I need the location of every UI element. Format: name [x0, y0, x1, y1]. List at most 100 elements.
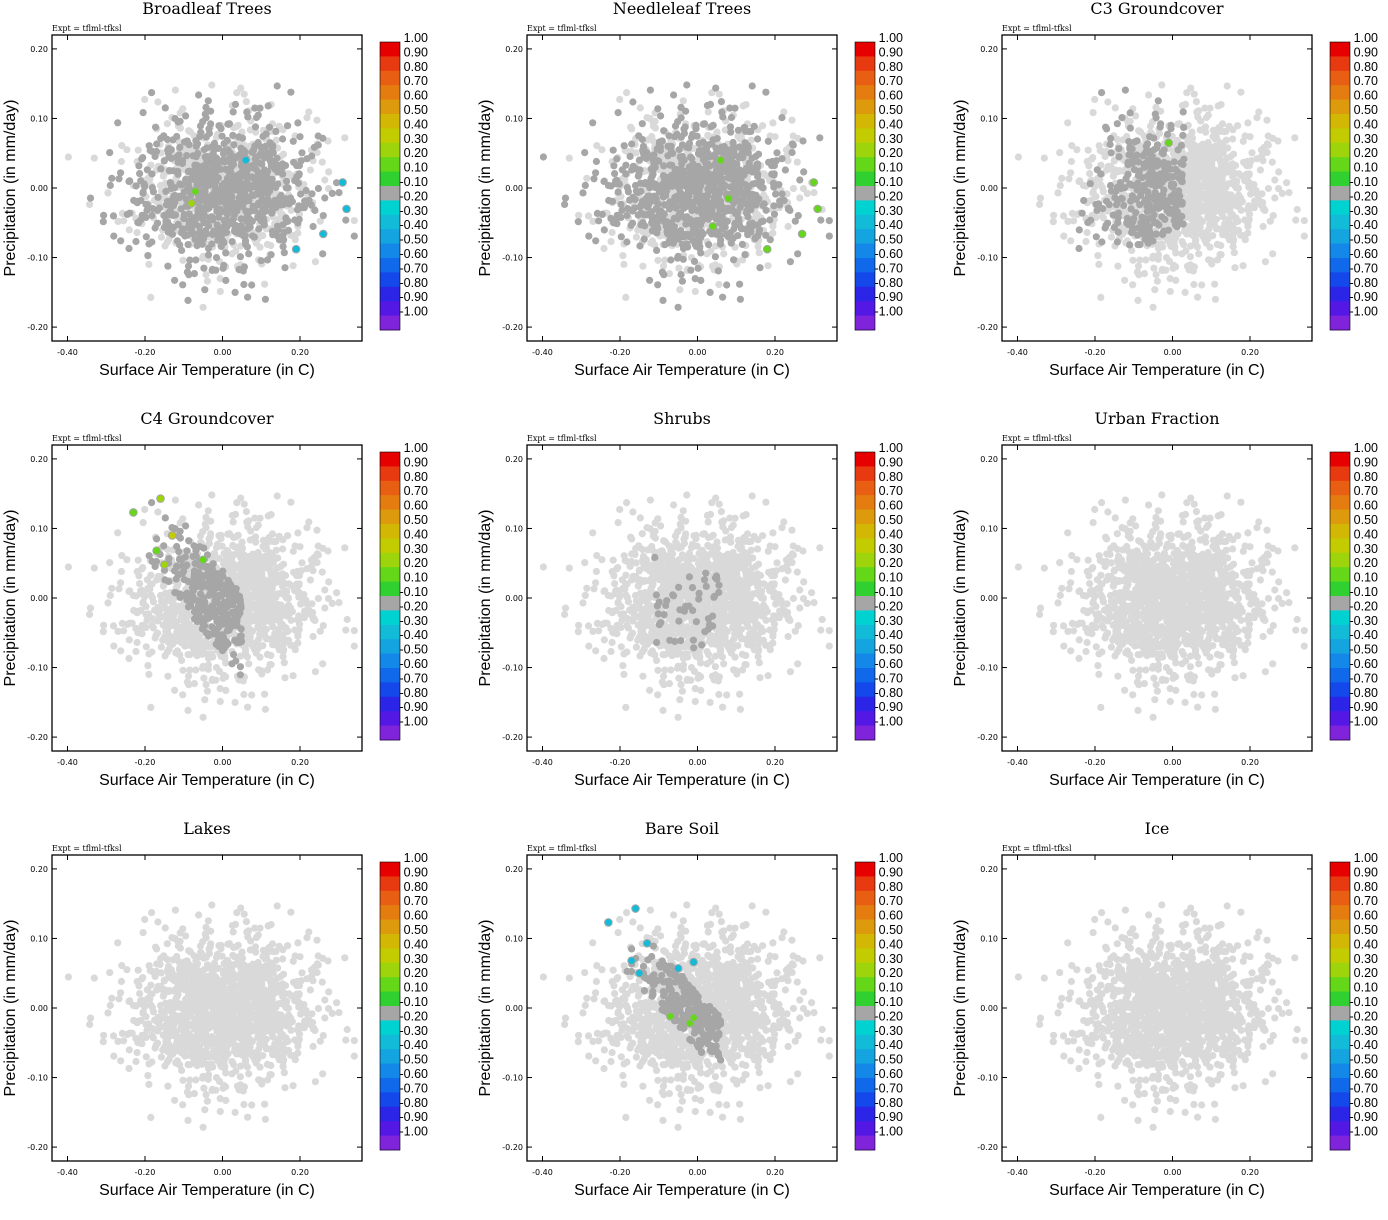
colorbar-segment	[855, 71, 875, 86]
neutral-point	[149, 184, 156, 191]
neutral-point	[656, 213, 663, 220]
background-point	[788, 117, 795, 124]
background-point	[1219, 158, 1226, 165]
background-point	[1050, 218, 1057, 225]
background-point	[1195, 152, 1202, 159]
neutral-point	[335, 189, 342, 196]
background-point	[1218, 182, 1225, 189]
colored-point	[188, 200, 196, 208]
background-point	[1188, 228, 1195, 235]
colorbar-label: -0.90	[400, 290, 429, 304]
neutral-point	[585, 233, 592, 240]
neutral-point	[1140, 182, 1147, 189]
neutral-point	[714, 135, 721, 142]
neutral-point	[701, 153, 708, 160]
background-point	[1037, 195, 1044, 202]
background-point	[240, 691, 247, 698]
neutral-point	[140, 189, 147, 196]
neutral-point	[205, 97, 212, 104]
neutral-point	[653, 247, 660, 254]
neutral-point	[646, 277, 653, 284]
background-point	[1292, 217, 1299, 224]
neutral-point	[768, 171, 775, 178]
neutral-point	[100, 212, 107, 219]
neutral-point	[188, 223, 195, 230]
background-point	[313, 527, 320, 534]
background-point	[1229, 135, 1236, 142]
colorbar-label: 0.60	[879, 89, 903, 103]
neutral-point	[752, 235, 759, 242]
background-point	[1192, 171, 1199, 178]
neutral-point	[778, 114, 785, 121]
neutral-point	[639, 120, 646, 127]
neutral-point	[1115, 145, 1122, 152]
neutral-point	[595, 217, 602, 224]
background-point	[1179, 102, 1186, 109]
background-point	[154, 98, 161, 105]
neutral-point	[1076, 226, 1083, 233]
neutral-point	[1141, 162, 1148, 169]
background-point	[796, 194, 803, 201]
background-point	[1173, 231, 1180, 238]
neutral-point	[673, 131, 680, 138]
neutral-point	[244, 113, 251, 120]
background-point	[1167, 288, 1174, 295]
neutral-point	[308, 190, 315, 197]
background-point	[810, 189, 817, 196]
neutral-point	[749, 223, 756, 230]
y-tick-label: 0.10	[980, 114, 998, 123]
neutral-point	[719, 113, 726, 120]
x-tick-label: 0.00	[689, 348, 707, 357]
neutral-point	[687, 154, 694, 161]
colorbar-label: 0.90	[404, 45, 428, 59]
y-axis-label: Precipitation (in mm/day)	[477, 100, 494, 277]
neutral-point	[796, 176, 803, 183]
neutral-point	[279, 135, 286, 142]
neutral-point	[230, 108, 237, 115]
neutral-point	[1150, 211, 1157, 218]
neutral-point	[152, 124, 159, 131]
x-tick-label: -0.40	[532, 348, 553, 357]
neutral-point	[618, 233, 625, 240]
background-point	[720, 250, 727, 257]
colored-point	[192, 188, 200, 196]
neutral-point	[250, 147, 257, 154]
colorbar-label: 0.50	[404, 103, 428, 117]
background-point	[1205, 112, 1212, 119]
neutral-point	[189, 152, 196, 159]
neutral-point	[220, 262, 227, 269]
colorbar-segment	[1330, 229, 1350, 244]
neutral-point	[244, 213, 251, 220]
colorbar-segment	[380, 42, 400, 57]
background-point	[759, 122, 766, 129]
neutral-point	[579, 189, 586, 196]
background-point	[1261, 144, 1268, 151]
colorbar-segment	[380, 157, 400, 172]
neutral-point	[295, 171, 302, 178]
colorbar-segment	[380, 71, 400, 86]
neutral-point	[681, 130, 688, 137]
background-point	[1210, 217, 1217, 224]
neutral-point	[778, 155, 785, 162]
background-point	[141, 96, 148, 103]
neutral-point	[173, 154, 180, 161]
neutral-point	[649, 227, 656, 234]
colorbar-label: -1.00	[400, 305, 429, 319]
colorbar-segment	[380, 301, 400, 316]
neutral-point	[741, 251, 748, 258]
neutral-point	[209, 191, 216, 198]
neutral-point	[149, 212, 156, 219]
neutral-point	[263, 201, 270, 208]
neutral-point	[1167, 122, 1174, 129]
neutral-point	[1153, 231, 1160, 238]
neutral-point	[728, 240, 735, 247]
neutral-point	[1180, 124, 1187, 131]
background-point	[1015, 153, 1022, 160]
background-point	[313, 117, 320, 124]
neutral-point	[1171, 158, 1178, 165]
neutral-point	[747, 204, 754, 211]
background-point	[1240, 262, 1247, 269]
background-point	[1108, 234, 1115, 241]
neutral-point	[610, 147, 617, 154]
background-point	[1189, 135, 1196, 142]
